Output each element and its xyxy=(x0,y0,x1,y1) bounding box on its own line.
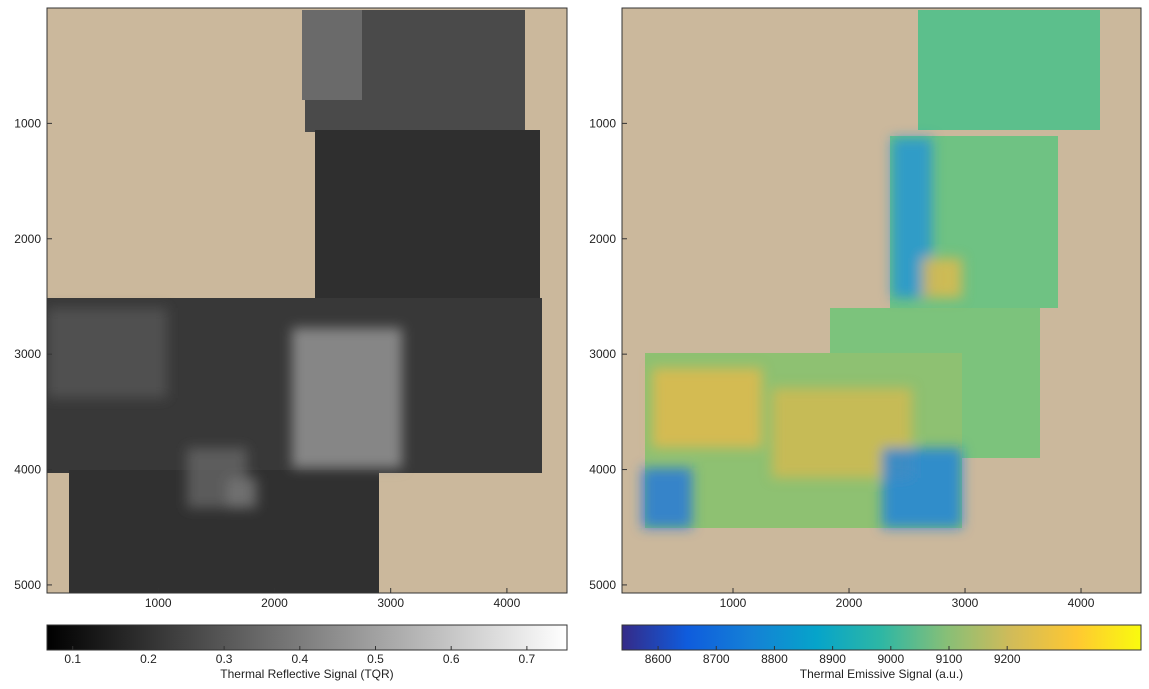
colorbar-tick-label: 8800 xyxy=(761,652,788,666)
y-tick-label: 3000 xyxy=(14,347,41,361)
image-patch xyxy=(227,478,257,508)
y-tick-label: 5000 xyxy=(14,578,41,592)
y-tick-label: 4000 xyxy=(14,463,41,477)
x-tick-label: 1000 xyxy=(720,596,747,610)
colorbar-tick-label: 8900 xyxy=(819,652,846,666)
y-tick-label: 2000 xyxy=(589,232,616,246)
y-tick-label: 4000 xyxy=(589,463,616,477)
y-tick-label: 1000 xyxy=(589,116,616,130)
image-patch xyxy=(642,468,692,528)
image xyxy=(47,8,567,598)
image-patch xyxy=(652,368,762,448)
x-tick-label: 1000 xyxy=(145,596,172,610)
colorbar-tick-label: 9200 xyxy=(994,652,1021,666)
colorbar-label: Thermal Emissive Signal (a.u.) xyxy=(800,667,963,681)
x-tick-label: 3000 xyxy=(952,596,979,610)
x-tick-label: 2000 xyxy=(836,596,863,610)
colorbar-tick-label: 0.6 xyxy=(443,652,460,666)
y-tick-label: 1000 xyxy=(14,116,41,130)
image-region xyxy=(315,130,540,305)
colorbar-label: Thermal Reflective Signal (TQR) xyxy=(220,667,393,681)
image-patch xyxy=(882,448,962,528)
x-tick-label: 4000 xyxy=(1068,596,1095,610)
colorbar xyxy=(47,625,567,650)
colorbar-tick-label: 0.2 xyxy=(140,652,157,666)
colorbar xyxy=(622,625,1141,650)
image-region xyxy=(302,10,362,100)
colorbar-tick-label: 0.7 xyxy=(519,652,536,666)
colorbar-tick-label: 8700 xyxy=(703,652,730,666)
colorbar-tick-label: 0.4 xyxy=(291,652,308,666)
figure: 1000 2000 3000 4000 1000 2000 3000 4000 5000 0.1 0… xyxy=(0,0,1149,684)
image-patch xyxy=(922,258,962,298)
colorbar-tick-label: 0.5 xyxy=(367,652,384,666)
colorbar-tick-label: 8600 xyxy=(645,652,672,666)
image-patch xyxy=(47,308,167,398)
y-tick-label: 5000 xyxy=(589,578,616,592)
y-tick-label: 3000 xyxy=(589,347,616,361)
colorbar-tick-label: 9000 xyxy=(877,652,904,666)
image-region xyxy=(918,10,1100,130)
x-tick-label: 2000 xyxy=(261,596,288,610)
image xyxy=(622,8,1141,593)
y-tick-label: 2000 xyxy=(14,232,41,246)
x-tick-label: 3000 xyxy=(377,596,404,610)
colorbar-tick-label: 9100 xyxy=(936,652,963,666)
colorbar-tick-label: 0.3 xyxy=(216,652,233,666)
colorbar-tick-label: 0.1 xyxy=(64,652,81,666)
x-tick-label: 4000 xyxy=(494,596,521,610)
image-patch xyxy=(292,328,402,468)
